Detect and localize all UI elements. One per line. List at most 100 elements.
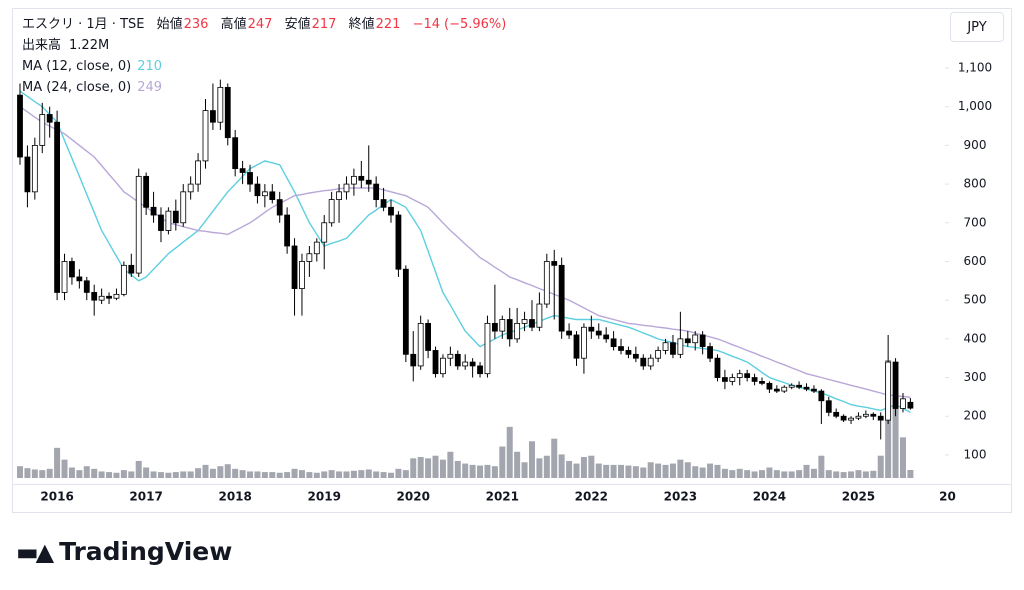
- volume-row: 出来高 1.22M: [22, 35, 514, 56]
- volume-bar: [499, 446, 506, 478]
- x-tick-label: 2018: [218, 490, 251, 504]
- volume-bar: [536, 458, 543, 478]
- candle-body: [425, 322, 432, 351]
- x-tick-label: 2020: [397, 490, 430, 504]
- candle-body: [217, 86, 224, 123]
- candle-body: [54, 121, 60, 293]
- candle-body: [811, 388, 817, 392]
- low-label: 安値: [284, 17, 311, 32]
- candle-body: [180, 191, 187, 224]
- candle-body: [336, 191, 342, 200]
- logo-mark: ▬▲: [16, 537, 54, 566]
- volume-bar: [180, 471, 187, 478]
- candle-layer: [17, 79, 914, 440]
- volume-bar: [143, 467, 150, 478]
- volume-bar: [810, 468, 817, 478]
- currency-button[interactable]: JPY: [950, 12, 1004, 42]
- y-tick-label: 300: [964, 370, 987, 384]
- candle-body: [877, 415, 884, 421]
- volume-bar: [677, 459, 684, 478]
- candle-body: [210, 110, 216, 123]
- candle-body: [150, 206, 157, 216]
- candle-body: [417, 322, 424, 367]
- candle-body: [31, 145, 38, 193]
- candle-body: [751, 377, 758, 382]
- volume-bar: [796, 470, 803, 478]
- volume-bar: [269, 472, 276, 478]
- volume-bar: [870, 470, 877, 478]
- volume-bar: [202, 464, 209, 478]
- ohlc-row: エスクリ · 1月 · TSE 始値236 高値247 安値217 終値221 …: [22, 14, 514, 35]
- candle-body: [870, 413, 877, 417]
- volume-bar: [350, 470, 357, 478]
- candle-body: [269, 191, 276, 200]
- volume-bar: [388, 472, 394, 478]
- candle-body: [625, 350, 632, 355]
- candle-body: [632, 353, 639, 359]
- candle-body: [647, 357, 654, 367]
- candle-body: [447, 353, 454, 359]
- volume-bar: [83, 466, 90, 478]
- candle-body: [662, 342, 669, 351]
- candle-body: [892, 361, 899, 409]
- volume-bar: [848, 471, 855, 478]
- candle-body: [299, 261, 305, 289]
- volume-bar: [818, 455, 825, 478]
- volume-bar: [17, 466, 23, 478]
- volume-bar: [454, 460, 461, 478]
- volume-bar: [855, 470, 862, 478]
- candle-body: [543, 261, 550, 305]
- low-value: 217: [311, 17, 337, 32]
- volume-bar: [595, 463, 602, 478]
- candle-body: [640, 357, 647, 367]
- volume-bar: [410, 458, 417, 478]
- candle-body: [573, 334, 580, 359]
- candle-body: [113, 293, 120, 299]
- candle-body: [254, 183, 261, 197]
- candle-body: [83, 280, 90, 293]
- change-percent: (−5.96%): [444, 17, 507, 32]
- x-tick-label: 20: [939, 490, 956, 504]
- volume-bar: [172, 472, 179, 478]
- x-tick-label: 2022: [575, 490, 608, 504]
- axis-layer: 100 200 300 400 500 600 700 800 900 1,000 1,100 201…: [40, 61, 992, 504]
- volume-layer: [17, 360, 914, 478]
- candle-body: [581, 326, 587, 359]
- volume-bar: [61, 459, 68, 478]
- volume-bar: [24, 468, 31, 478]
- open-label: 始値: [156, 17, 183, 32]
- ma12-row: MA (12, close, 0) 210: [22, 56, 514, 77]
- volume-bar: [46, 468, 53, 478]
- volume-bar: [825, 470, 832, 478]
- candle-body: [106, 295, 112, 299]
- candle-body: [514, 322, 521, 340]
- volume-value: 1.22M: [69, 38, 110, 53]
- candle-body: [759, 381, 765, 384]
- volume-bar: [39, 470, 46, 478]
- candle-body: [172, 210, 179, 224]
- candle-body: [202, 110, 209, 162]
- volume-bar: [840, 472, 847, 478]
- candle-body: [677, 338, 684, 355]
- candle-body: [840, 415, 847, 421]
- volume-bar: [669, 463, 676, 478]
- volume-bar: [580, 457, 587, 478]
- candle-body: [39, 114, 46, 146]
- brand-logo[interactable]: ▬▲ TradingView: [16, 537, 232, 566]
- volume-bar: [907, 470, 914, 478]
- volume-bar: [729, 470, 736, 478]
- candle-body: [907, 401, 914, 409]
- volume-bar: [714, 464, 721, 478]
- candle-body: [239, 168, 246, 173]
- volume-bar: [736, 468, 743, 478]
- x-tick-label: 2023: [664, 490, 697, 504]
- volume-bar: [759, 470, 765, 478]
- y-tick-label: 800: [964, 177, 987, 191]
- volume-bar: [291, 468, 298, 478]
- volume-bar: [261, 472, 268, 478]
- y-tick-label: 100: [964, 447, 987, 461]
- candle-body: [684, 338, 691, 344]
- volume-bar: [106, 472, 113, 478]
